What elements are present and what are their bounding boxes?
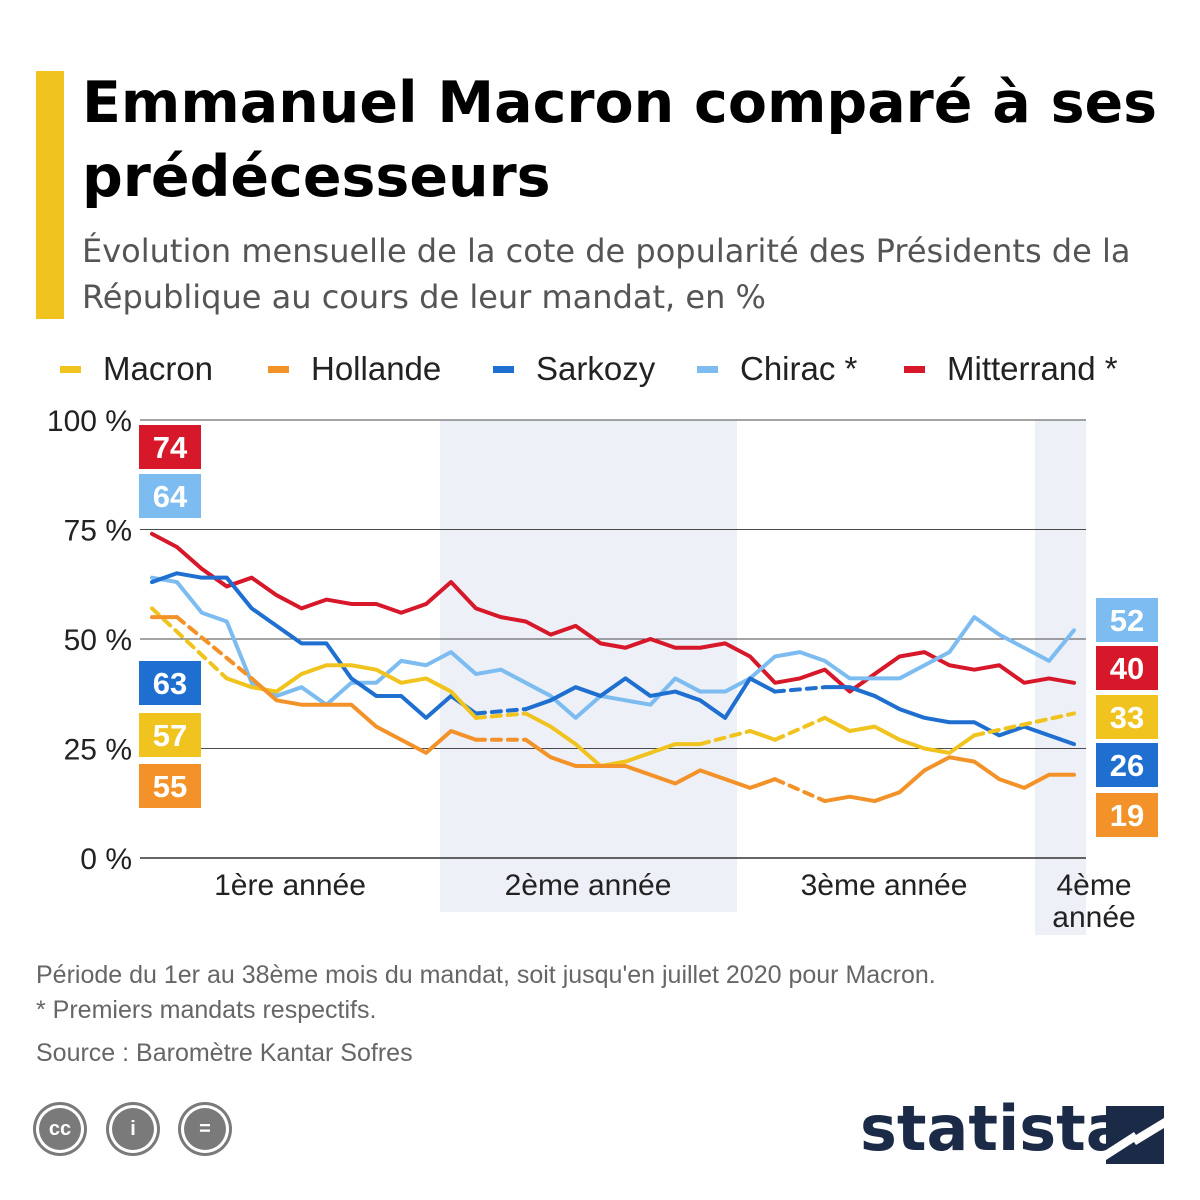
x-tick-label: 3ème année (801, 869, 968, 902)
value-badge (1096, 743, 1158, 787)
series-line (150, 575, 1076, 720)
series-line (822, 755, 1076, 804)
y-tick-label: 0 % (80, 843, 132, 876)
legend-item-chirac: Chirac * (697, 350, 857, 388)
legend-item-sarkozy: Sarkozy (493, 350, 655, 388)
value-badge (139, 661, 201, 705)
value-badge-label: 52 (1110, 603, 1144, 638)
legend-label: Chirac * (740, 350, 858, 387)
series-gap-line (473, 707, 528, 716)
series-gap-line (972, 711, 1076, 738)
y-tick-label: 25 % (64, 734, 132, 767)
legend-item-macron: Macron (60, 350, 213, 388)
page-title: Emmanuel Macron comparé à ses prédécesse… (82, 70, 1158, 210)
series-gap-line (150, 606, 229, 681)
attribution-icon: i (112, 1108, 154, 1150)
line-chart: 100 % 75 % 50 % 25 % 0 % 1ère année 2ème année… (47, 405, 1158, 935)
value-badge (1096, 646, 1158, 690)
cc-icon: cc (39, 1108, 81, 1150)
year-band-2 (440, 420, 737, 912)
statista-logo-text: statista (860, 1092, 1128, 1165)
series-line (748, 728, 777, 742)
series-line (150, 531, 1076, 694)
series-line (224, 663, 478, 720)
x-tick-label: 2ème année (505, 869, 672, 902)
footnote-asterisk: * Premiers mandats respectifs. (36, 996, 377, 1024)
value-badge (1096, 695, 1158, 739)
y-tick-label: 50 % (64, 624, 132, 657)
statista-logo-icon (1106, 1106, 1164, 1164)
legend-label: Hollande (311, 350, 442, 387)
value-badge (1096, 598, 1158, 642)
legend-swatch (493, 365, 514, 373)
value-badge-label: 19 (1110, 798, 1144, 833)
series-line (523, 676, 777, 720)
series-line (822, 685, 1076, 747)
title-accent-bar (36, 71, 64, 319)
series-gap-line (772, 715, 827, 742)
y-tick-label: 75 % (64, 515, 132, 548)
legend-swatch (697, 365, 718, 373)
legend-swatch (60, 365, 81, 373)
value-badge-label: 74 (153, 430, 188, 465)
no-derivatives-icon: = (184, 1108, 226, 1150)
source-note: Source : Baromètre Kantar Sofres (36, 1039, 413, 1067)
legend-swatch (268, 365, 289, 373)
series-gap-line (698, 728, 753, 747)
series-gap-line (772, 685, 827, 694)
series-gap-line (174, 615, 254, 681)
value-badge-label: 33 (1110, 700, 1144, 735)
legend-label: Mitterrand * (947, 350, 1118, 387)
value-badge-label: 57 (153, 718, 187, 753)
value-badge (139, 713, 201, 757)
page-subtitle: Évolution mensuelle de la cote de popula… (82, 232, 1131, 316)
legend-swatch (904, 365, 925, 373)
legend-label: Macron (103, 350, 214, 387)
legend-item-hollande: Hollande (268, 350, 441, 388)
series-gap-line (473, 711, 528, 720)
y-tick-label: 100 % (47, 405, 132, 438)
series-gap-line (772, 777, 827, 804)
series-line (150, 571, 478, 720)
value-badge (1096, 793, 1158, 837)
value-badge-label: 63 (153, 666, 187, 701)
series-line (523, 711, 703, 769)
series-line (523, 737, 777, 790)
series-line (249, 676, 478, 755)
series-line (822, 715, 977, 755)
value-badge (139, 425, 201, 469)
footnote-period: Période du 1er au 38ème mois du mandat, … (36, 961, 936, 989)
value-badge (139, 764, 201, 808)
value-badge-label: 64 (153, 479, 188, 514)
value-badge-label: 55 (153, 769, 187, 804)
legend-item-mitterrand: Mitterrand * (904, 350, 1118, 388)
value-badge-label: 40 (1110, 651, 1144, 686)
x-tick-label: 1ère année (214, 869, 366, 902)
x-tick-label: 4ème année (1052, 869, 1135, 934)
legend-label: Sarkozy (536, 350, 656, 387)
value-badge-label: 26 (1110, 748, 1144, 783)
value-badge (139, 474, 201, 518)
